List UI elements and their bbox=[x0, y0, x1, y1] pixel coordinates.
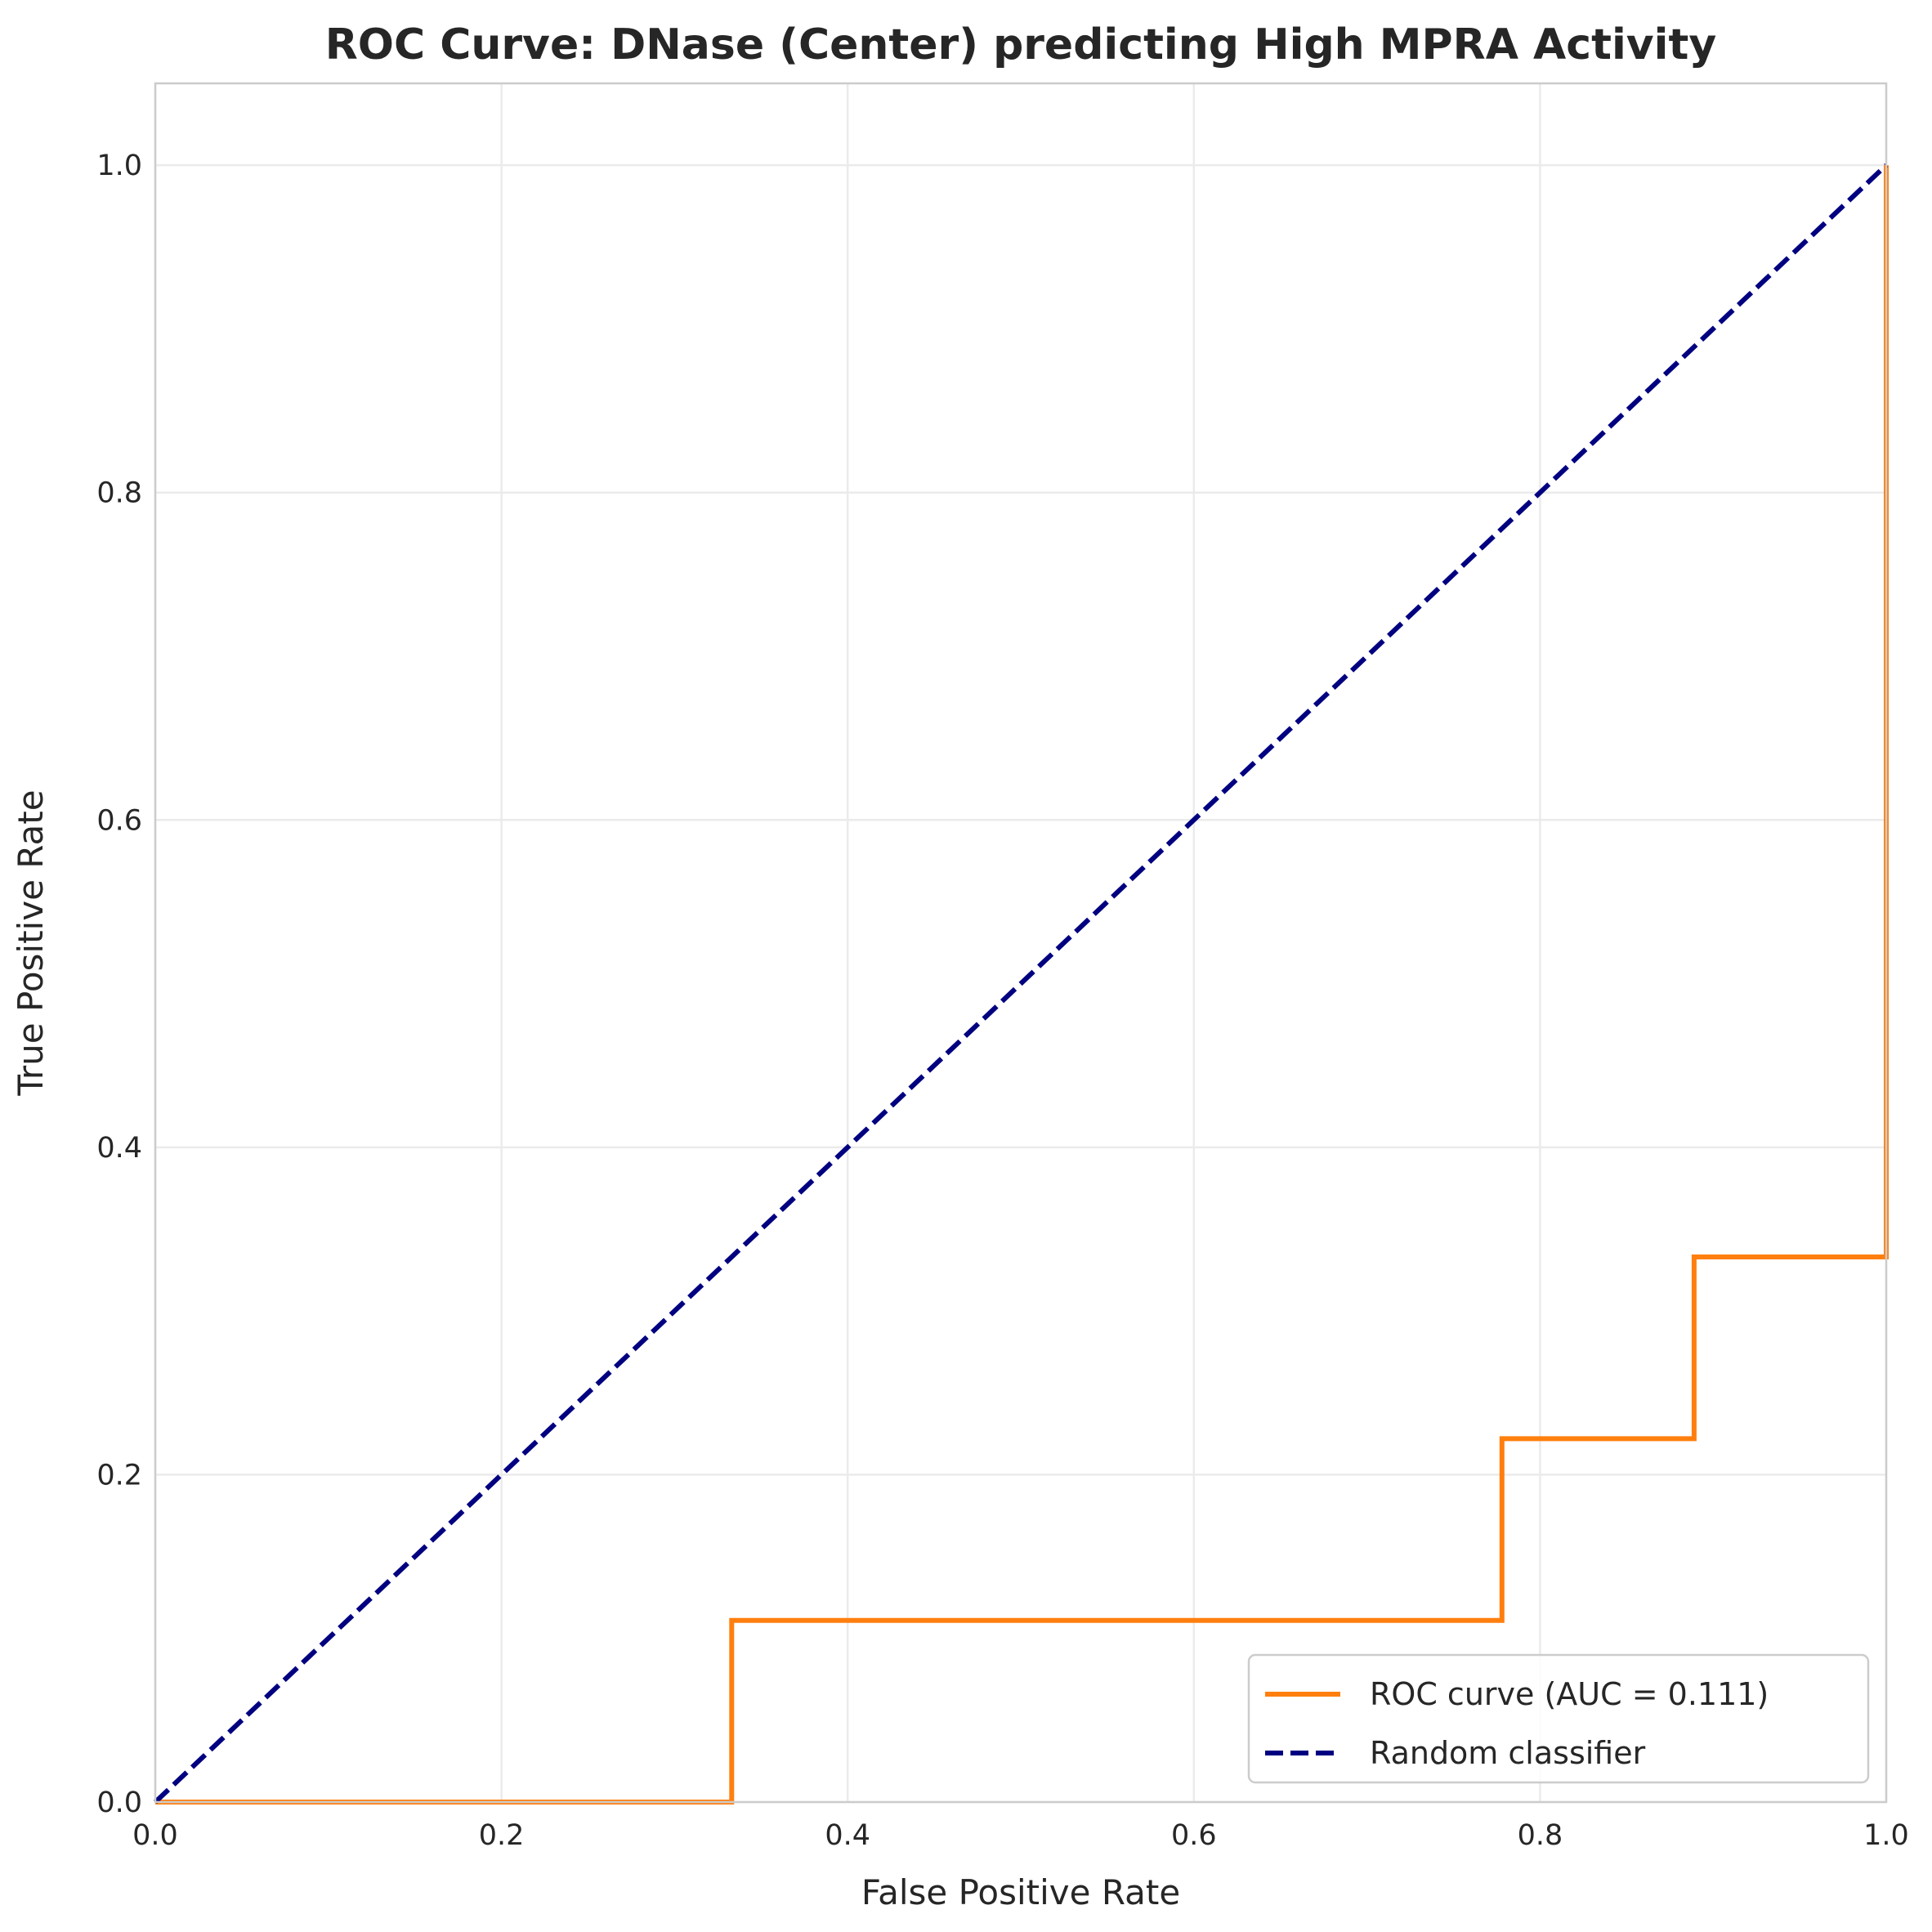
chart-title: ROC Curve: DNase (Center) predicting Hig… bbox=[325, 20, 1717, 69]
random-classifier-line bbox=[153, 163, 1889, 1805]
plot-frame bbox=[154, 82, 1888, 1804]
y-tick-label: 0.0 bbox=[96, 1787, 142, 1819]
legend-label: ROC curve (AUC = 0.111) bbox=[1370, 1676, 1769, 1712]
x-tick-label: 0.2 bbox=[479, 1819, 525, 1852]
x-tick-label: 0.0 bbox=[132, 1819, 178, 1852]
y-tick-label: 1.0 bbox=[96, 150, 142, 182]
legend: ROC curve (AUC = 0.111) Random classifier bbox=[1247, 1653, 1870, 1784]
x-tick-label: 1.0 bbox=[1863, 1819, 1909, 1852]
y-tick-label: 0.2 bbox=[96, 1459, 142, 1491]
x-tick-label: 0.4 bbox=[825, 1819, 870, 1852]
plot-series bbox=[153, 163, 1889, 1805]
x-tick-label: 0.6 bbox=[1171, 1819, 1217, 1852]
roc-curve-line bbox=[155, 165, 1889, 1805]
legend-box bbox=[1247, 1653, 1870, 1784]
legend-label: Random classifier bbox=[1370, 1735, 1646, 1771]
tick-labels: 0.0 0.2 0.4 0.6 0.8 1.0 0.0 0.2 0.4 0.6 0.8 1.0 bbox=[96, 150, 1909, 1852]
y-tick-label: 0.6 bbox=[96, 804, 142, 837]
y-tick-label: 0.8 bbox=[96, 477, 142, 510]
x-axis-label: False Positive Rate bbox=[861, 1872, 1180, 1912]
y-axis-label: True Positive Rate bbox=[11, 789, 51, 1096]
x-tick-label: 0.8 bbox=[1518, 1819, 1563, 1852]
y-tick-label: 0.4 bbox=[96, 1132, 142, 1165]
